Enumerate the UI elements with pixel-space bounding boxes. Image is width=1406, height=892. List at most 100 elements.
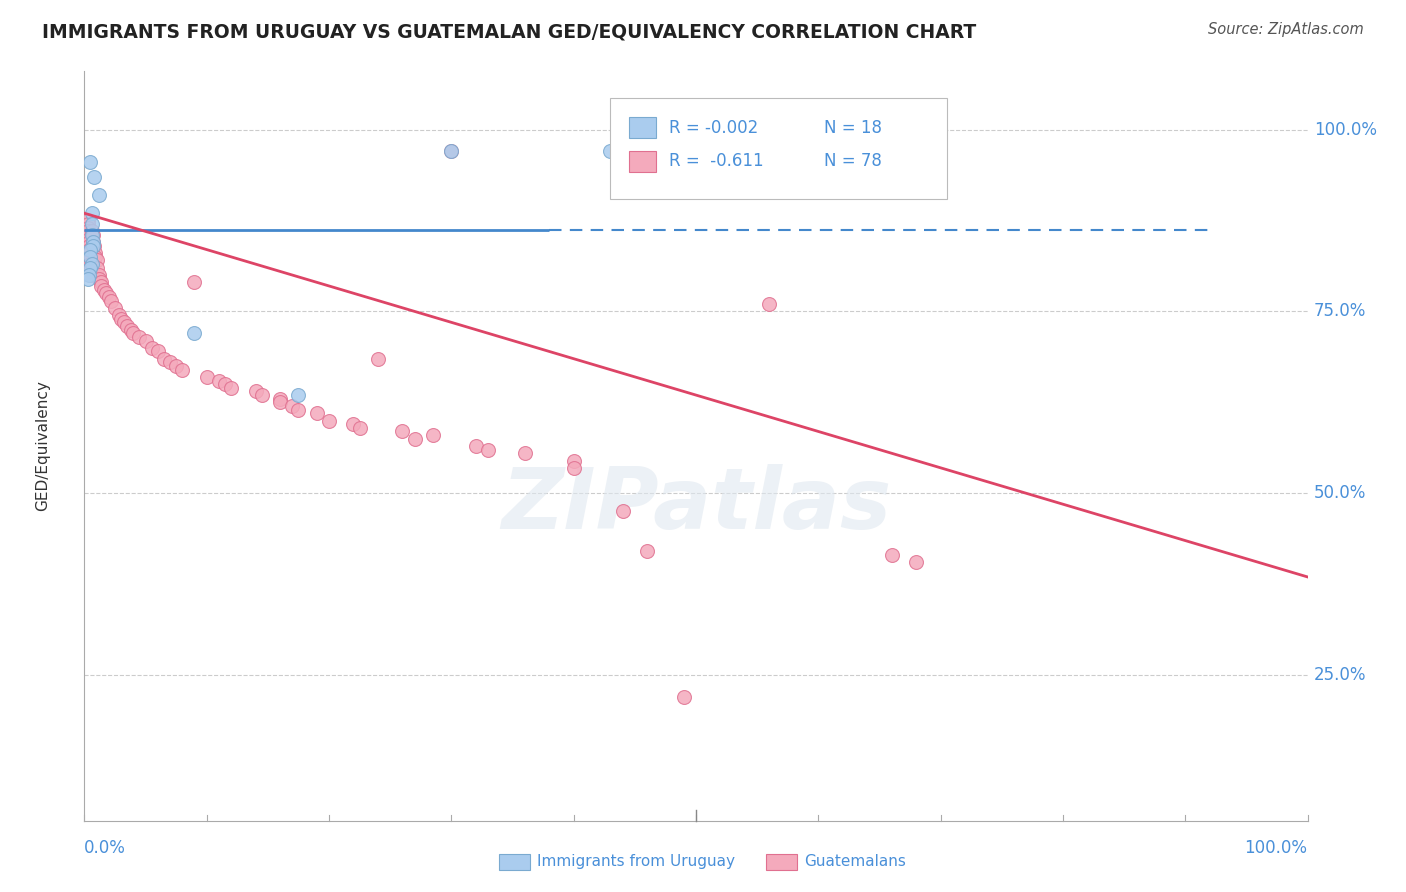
Point (464, 439, 486, 453)
Point (214, 377, 236, 392)
Point (110, 311, 132, 326)
Text: 100.0%: 100.0% (1313, 120, 1376, 138)
Text: 0.0%: 0.0% (84, 838, 127, 857)
Text: 25.0%: 25.0% (1313, 666, 1367, 684)
Point (159, 355, 181, 369)
Point (87, 188, 110, 202)
Point (208, 374, 231, 388)
Text: N = 18: N = 18 (824, 119, 883, 136)
Text: ZIPatlas: ZIPatlas (501, 465, 891, 548)
Point (77, 235, 100, 250)
Point (562, 460, 585, 475)
Point (287, 402, 309, 417)
Text: Guatemalans: Guatemalans (804, 855, 905, 869)
Point (342, 417, 364, 432)
Point (82, 239, 104, 253)
Point (79, 243, 101, 257)
Point (77, 220, 100, 235)
Point (107, 308, 129, 322)
Point (612, 504, 634, 518)
Point (172, 362, 194, 376)
Text: R = -0.002: R = -0.002 (669, 119, 758, 136)
Point (79, 253, 101, 268)
Point (122, 326, 145, 341)
Point (477, 442, 499, 457)
Point (79, 257, 101, 271)
Point (77, 232, 100, 246)
Point (440, 145, 463, 159)
Point (281, 399, 304, 413)
Point (250, 388, 273, 402)
Point (758, 297, 780, 311)
Point (367, 351, 389, 366)
Text: Source: ZipAtlas.com: Source: ZipAtlas.com (1208, 22, 1364, 37)
Point (79, 260, 101, 275)
Point (135, 334, 157, 348)
Text: IMMIGRANTS FROM URUGUAY VS GUATEMALAN GED/EQUIVALENCY CORRELATION CHART: IMMIGRANTS FROM URUGUAY VS GUATEMALAN GE… (42, 22, 976, 41)
Point (80, 206, 103, 220)
Text: Immigrants from Uruguay: Immigrants from Uruguay (537, 855, 735, 869)
Point (90, 279, 112, 293)
Point (77, 246, 100, 260)
Point (440, 145, 463, 159)
Point (84, 250, 107, 264)
Text: 100.0%: 100.0% (1244, 838, 1308, 857)
Text: R =  -0.611: R = -0.611 (669, 153, 763, 170)
Point (79, 250, 101, 264)
Point (90, 276, 112, 290)
Point (287, 388, 309, 402)
Point (77, 250, 100, 264)
Point (165, 359, 187, 373)
Point (104, 301, 127, 315)
Point (79, 268, 101, 282)
Point (83, 239, 105, 253)
FancyBboxPatch shape (628, 151, 655, 172)
Point (79, 264, 101, 278)
Point (195, 370, 218, 384)
Point (245, 384, 267, 399)
Point (82, 235, 104, 250)
Point (77, 243, 100, 257)
Point (880, 548, 903, 562)
Point (82, 227, 104, 242)
Point (513, 446, 536, 460)
Point (77, 239, 100, 253)
Point (79, 260, 101, 275)
Text: GED/Equivalency: GED/Equivalency (35, 381, 51, 511)
Point (269, 395, 291, 409)
Point (269, 392, 291, 406)
Point (93, 283, 115, 297)
Point (83, 169, 105, 184)
Point (128, 330, 150, 344)
Point (86, 253, 108, 268)
Point (80, 257, 103, 271)
Point (100, 293, 122, 308)
Point (672, 690, 695, 704)
Point (77, 224, 100, 238)
Point (112, 315, 135, 329)
Point (404, 432, 426, 446)
Point (79, 155, 101, 169)
Point (87, 268, 110, 282)
Point (77, 271, 100, 285)
Point (80, 224, 103, 238)
Point (80, 217, 103, 231)
Text: 75.0%: 75.0% (1313, 302, 1367, 320)
Point (97, 290, 120, 304)
Point (86, 260, 108, 275)
Point (153, 351, 176, 366)
Point (636, 544, 658, 558)
Point (77, 268, 100, 282)
FancyBboxPatch shape (628, 117, 655, 138)
Point (82, 235, 104, 250)
Point (422, 428, 444, 442)
Text: 50.0%: 50.0% (1313, 484, 1367, 502)
Point (115, 318, 138, 333)
Point (305, 406, 328, 420)
Point (219, 381, 242, 395)
Point (562, 453, 585, 467)
Point (141, 341, 163, 355)
Point (84, 246, 107, 260)
Text: N = 78: N = 78 (824, 153, 883, 170)
Point (349, 421, 371, 435)
